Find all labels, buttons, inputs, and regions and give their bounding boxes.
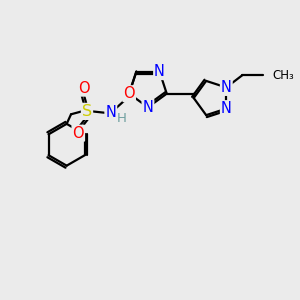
Text: N: N [154,64,165,79]
Text: N: N [221,101,232,116]
Text: O: O [78,81,90,96]
Text: O: O [123,86,135,101]
Text: H: H [117,112,127,124]
Text: CH₃: CH₃ [272,69,294,82]
Text: O: O [73,126,84,141]
Text: N: N [105,105,116,120]
Text: N: N [221,80,232,95]
Text: N: N [142,100,153,115]
Text: S: S [82,104,92,119]
